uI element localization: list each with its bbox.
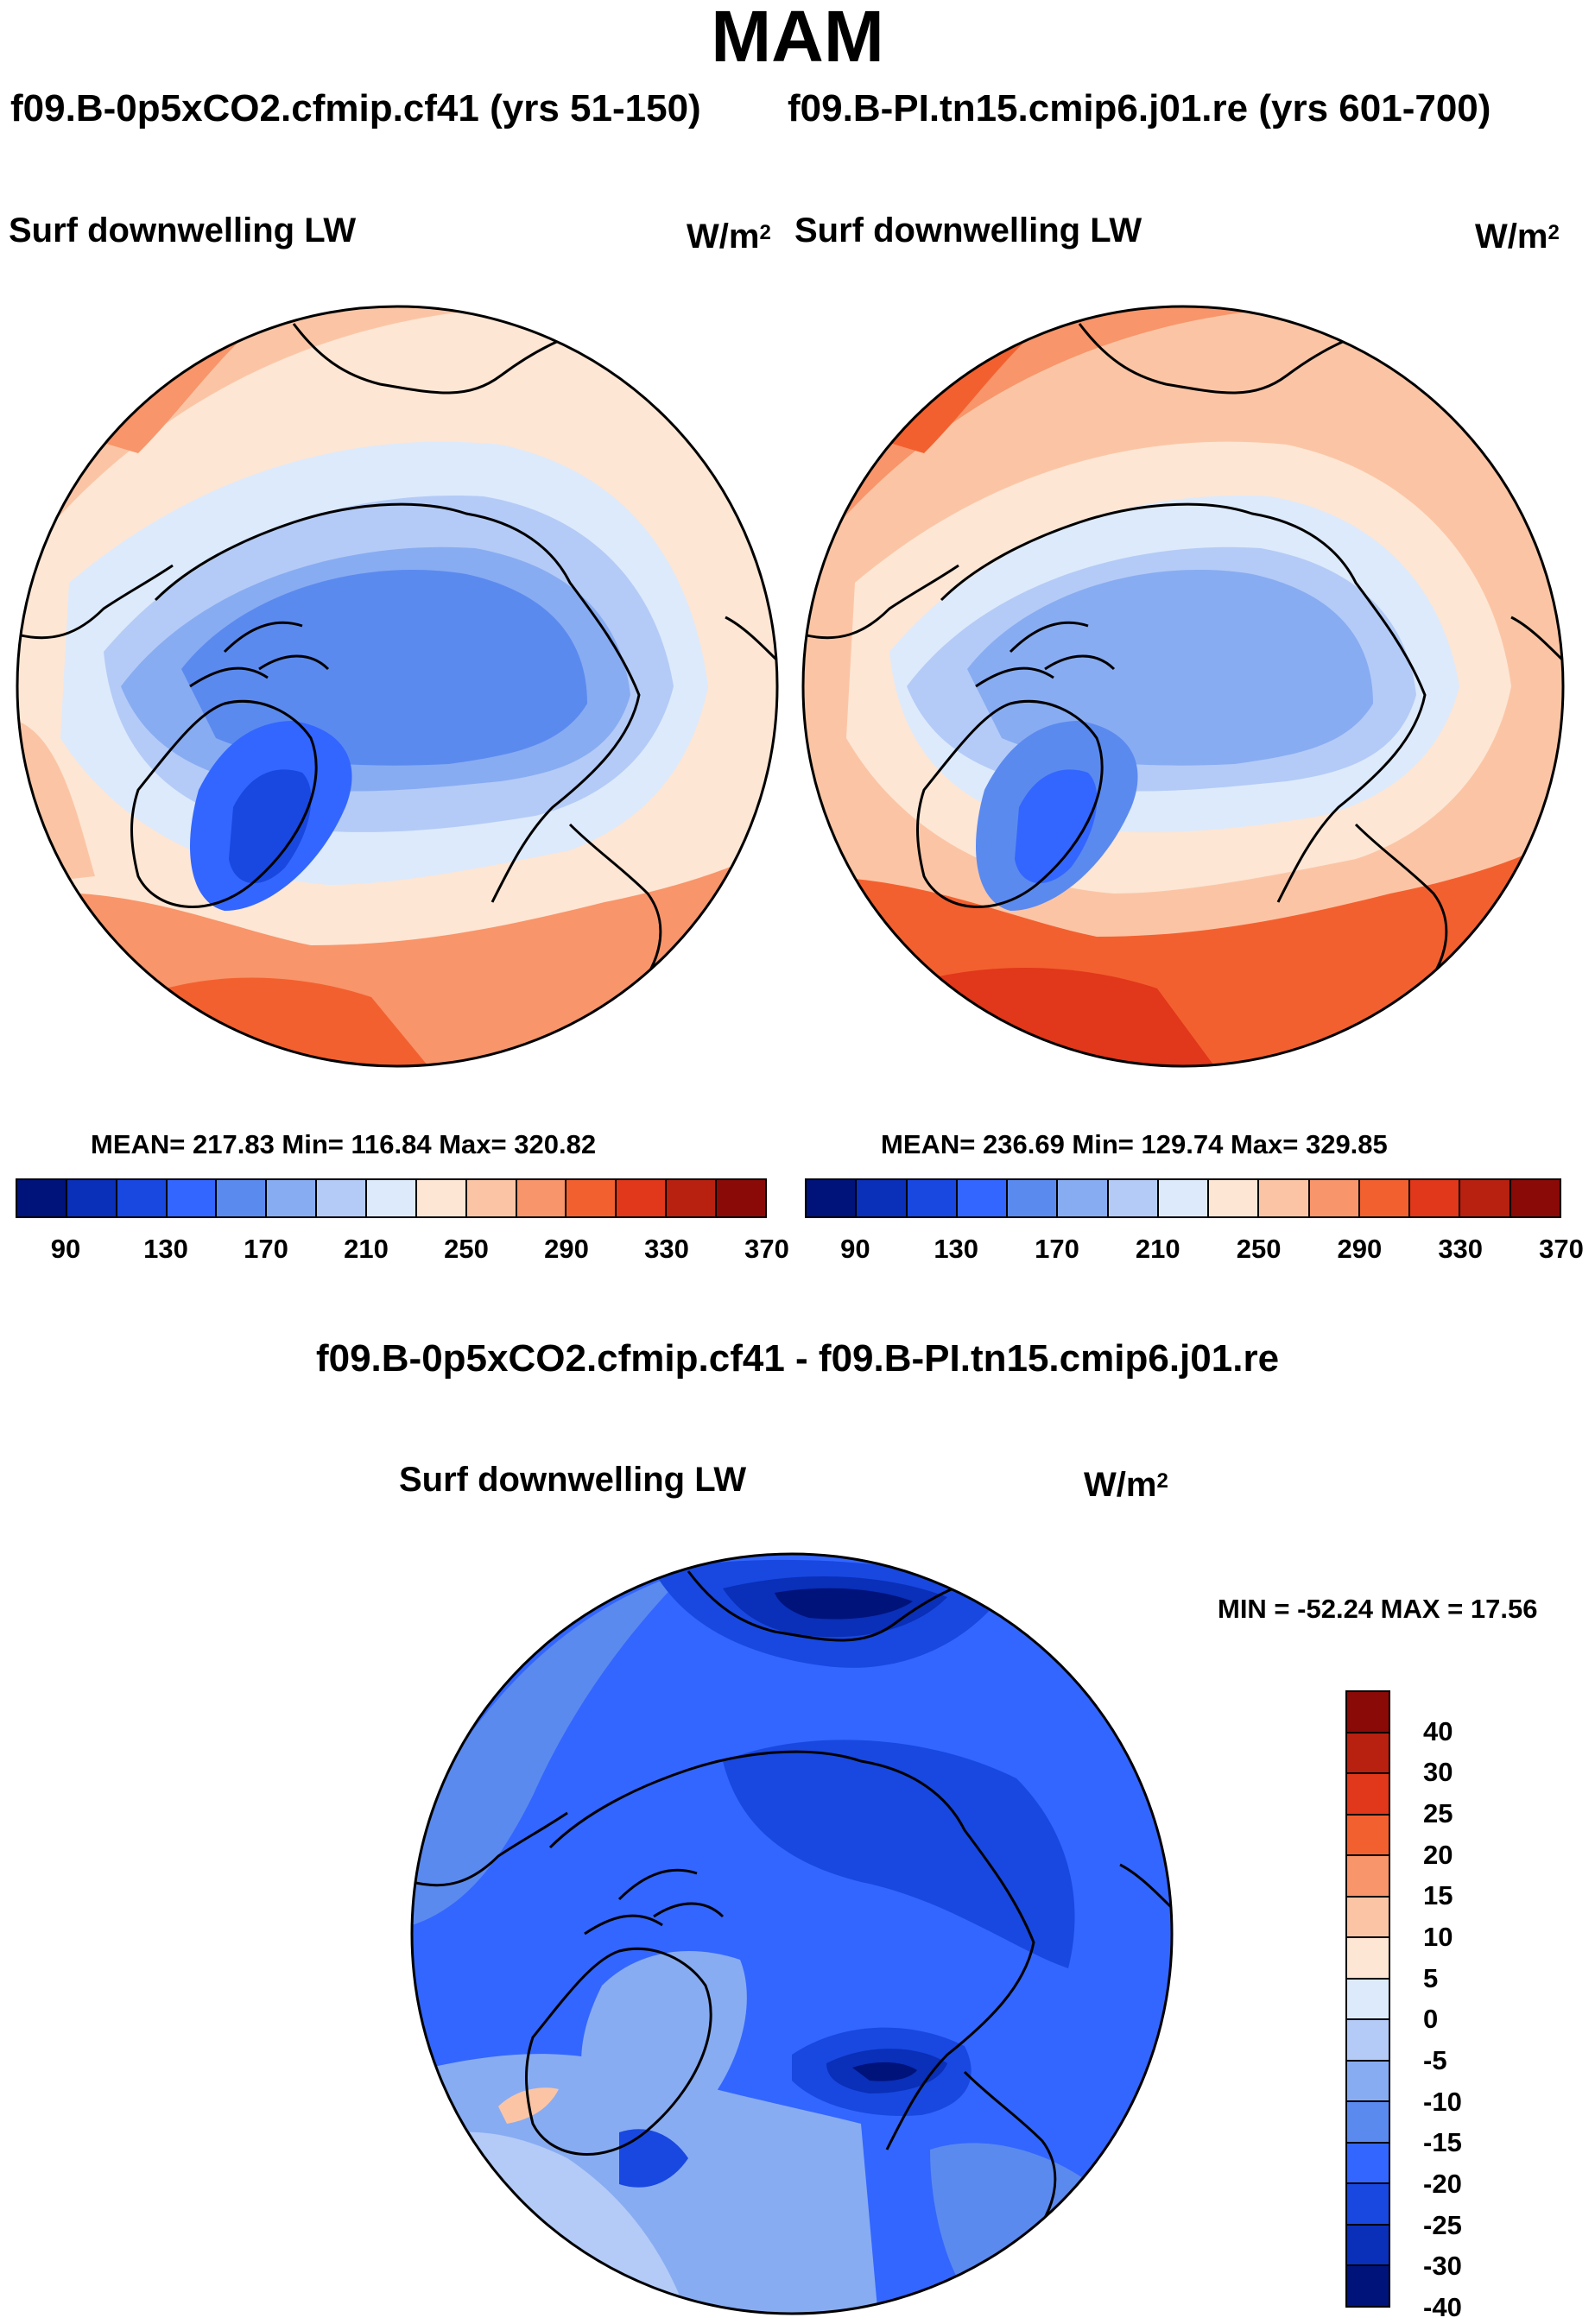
colorbar-tick-label: 250 xyxy=(1236,1234,1282,1264)
colorbar-swatch xyxy=(617,1180,668,1216)
colorbar-tick-label: 170 xyxy=(1035,1234,1079,1264)
colorbar-swatch xyxy=(1347,1774,1389,1816)
colorbar-swatch xyxy=(466,1180,517,1216)
colorbar-swatch xyxy=(1347,2266,1389,2306)
right-colorbar xyxy=(805,1178,1561,1218)
left-field-label: Surf downwelling LW xyxy=(9,212,357,249)
colorbar-tick-label: 370 xyxy=(1539,1234,1584,1264)
colorbar-swatch xyxy=(1347,2061,1389,2103)
colorbar-swatch xyxy=(1347,1733,1389,1775)
right-stats: MEAN= 236.69 Min= 129.74 Max= 329.85 xyxy=(881,1129,1388,1159)
colorbar-tick-label: 250 xyxy=(444,1234,489,1264)
colorbar-swatch xyxy=(317,1180,368,1216)
colorbar-swatch xyxy=(807,1180,858,1216)
colorbar-tick-label: 170 xyxy=(244,1234,288,1264)
colorbar-swatch xyxy=(1347,1692,1389,1734)
colorbar-tick-label: 210 xyxy=(344,1234,389,1264)
colorbar-tick-label: 5 xyxy=(1423,1962,1439,1993)
colorbar-tick-label: 330 xyxy=(1438,1234,1484,1264)
colorbar-swatch xyxy=(717,1180,765,1216)
colorbar-tick-label: 90 xyxy=(840,1234,870,1264)
colorbar-tick-label: -30 xyxy=(1423,2251,1462,2282)
colorbar-swatch xyxy=(1347,2102,1389,2144)
right-field-label: Surf downwelling LW xyxy=(794,212,1142,249)
colorbar-swatch xyxy=(167,1180,218,1216)
colorbar-swatch xyxy=(1008,1180,1059,1216)
diff-field-label: Surf downwelling LW xyxy=(399,1461,747,1499)
colorbar-tick-label: 290 xyxy=(544,1234,589,1264)
colorbar-swatch xyxy=(907,1180,958,1216)
main-title: MAM xyxy=(711,0,884,77)
colorbar-tick-label: 10 xyxy=(1423,1922,1453,1952)
left-polar-map xyxy=(16,305,779,1068)
colorbar-swatch xyxy=(1347,1897,1389,1939)
colorbar-swatch xyxy=(566,1180,617,1216)
colorbar-tick-label: 0 xyxy=(1423,2004,1439,2035)
colorbar-tick-label: 30 xyxy=(1423,1757,1453,1788)
colorbar-tick-label: 210 xyxy=(1135,1234,1180,1264)
colorbar-tick-label: 15 xyxy=(1423,1880,1453,1911)
diff-case-title: f09.B-0p5xCO2.cfmip.cf41 - f09.B-PI.tn15… xyxy=(315,1337,1280,1380)
colorbar-swatch xyxy=(1347,1979,1389,2021)
colorbar-swatch xyxy=(1410,1180,1461,1216)
colorbar-tick-label: -25 xyxy=(1423,2209,1462,2240)
left-units: W/m2 xyxy=(687,218,771,256)
colorbar-swatch xyxy=(367,1180,417,1216)
diff-colorbar xyxy=(1345,1690,1390,2308)
colorbar-tick-label: -40 xyxy=(1423,2292,1462,2322)
colorbar-tick-label: -15 xyxy=(1423,2127,1462,2158)
colorbar-swatch xyxy=(1108,1180,1159,1216)
colorbar-tick-label: -5 xyxy=(1423,2045,1447,2075)
colorbar-tick-label: 330 xyxy=(644,1234,689,1264)
diff-stats: MIN = -52.24 MAX = 17.56 xyxy=(1218,1594,1538,1624)
colorbar-swatch xyxy=(1158,1180,1210,1216)
diff-polar-map xyxy=(410,1552,1174,2315)
colorbar-swatch xyxy=(516,1180,567,1216)
colorbar-swatch xyxy=(1309,1180,1360,1216)
colorbar-swatch xyxy=(957,1180,1009,1216)
colorbar-tick-label: 130 xyxy=(934,1234,979,1264)
left-stats: MEAN= 217.83 Min= 116.84 Max= 320.82 xyxy=(91,1129,597,1159)
colorbar-swatch xyxy=(1259,1180,1310,1216)
colorbar-tick-label: 25 xyxy=(1423,1798,1453,1828)
colorbar-swatch xyxy=(416,1180,467,1216)
colorbar-swatch xyxy=(1347,2225,1389,2267)
colorbar-tick-label: -10 xyxy=(1423,2086,1462,2117)
colorbar-tick-label: 40 xyxy=(1423,1715,1453,1746)
right-case-title: f09.B-PI.tn15.cmip6.j01.re (yrs 601-700) xyxy=(788,87,1491,129)
colorbar-tick-label: 370 xyxy=(744,1234,789,1264)
left-colorbar xyxy=(16,1178,767,1218)
left-case-title: f09.B-0p5xCO2.cfmip.cf41 (yrs 51-150) xyxy=(10,87,701,129)
colorbar-tick-label: 90 xyxy=(50,1234,81,1264)
right-polar-map xyxy=(801,305,1565,1068)
colorbar-tick-label: 130 xyxy=(143,1234,188,1264)
colorbar-swatch xyxy=(1347,1815,1389,1857)
colorbar-swatch xyxy=(1359,1180,1411,1216)
colorbar-swatch xyxy=(1510,1180,1560,1216)
colorbar-swatch xyxy=(1347,1938,1389,1980)
colorbar-swatch xyxy=(117,1180,168,1216)
colorbar-swatch xyxy=(17,1180,67,1216)
colorbar-swatch xyxy=(1058,1180,1109,1216)
right-units: W/m2 xyxy=(1475,218,1560,256)
colorbar-tick-label: 290 xyxy=(1337,1234,1383,1264)
colorbar-swatch xyxy=(1347,1856,1389,1898)
diff-units: W/m2 xyxy=(1084,1466,1168,1504)
colorbar-swatch xyxy=(857,1180,908,1216)
colorbar-swatch xyxy=(267,1180,318,1216)
colorbar-swatch xyxy=(217,1180,268,1216)
colorbar-tick-label: 20 xyxy=(1423,1839,1453,1870)
colorbar-swatch xyxy=(1347,2184,1389,2226)
colorbar-swatch xyxy=(66,1180,117,1216)
colorbar-swatch xyxy=(1460,1180,1511,1216)
colorbar-swatch xyxy=(667,1180,718,1216)
colorbar-swatch xyxy=(1209,1180,1260,1216)
colorbar-swatch xyxy=(1347,2143,1389,2185)
colorbar-tick-label: -20 xyxy=(1423,2169,1462,2199)
colorbar-swatch xyxy=(1347,2020,1389,2062)
